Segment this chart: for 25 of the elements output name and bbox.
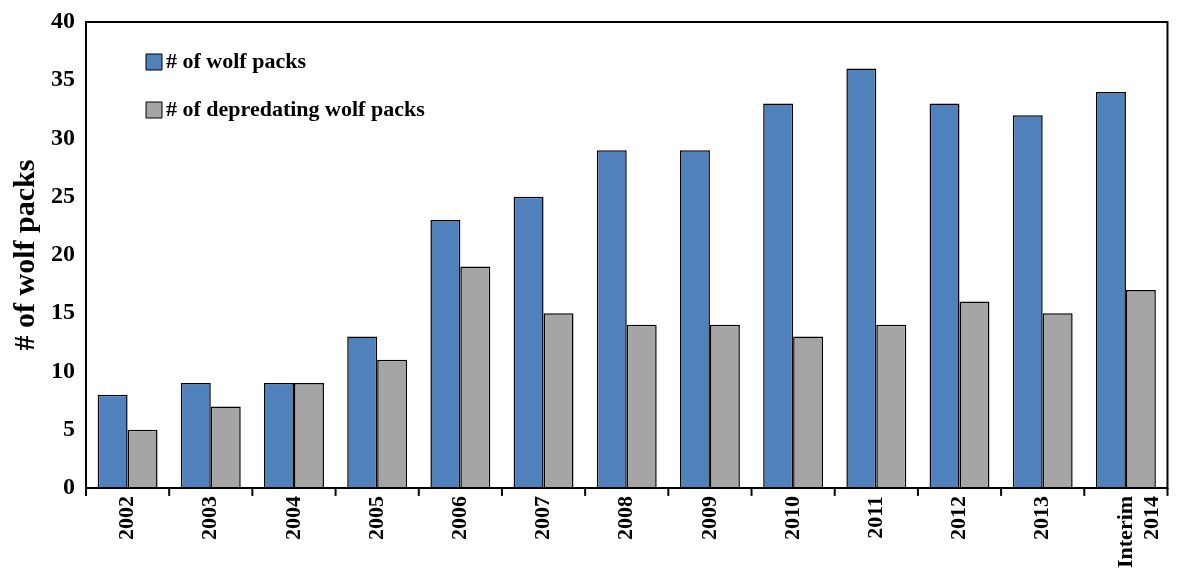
x-tick-label: 2012 — [945, 495, 971, 540]
x-tick-label: 2010 — [778, 495, 804, 540]
x-tick-label: 2005 — [362, 495, 388, 540]
y-tick-label: 30 — [51, 123, 75, 150]
y-tick-label: 0 — [63, 473, 75, 500]
legend-label: # of depredating wolf packs — [166, 95, 426, 121]
y-tick-label: 40 — [51, 7, 75, 34]
x-tick-label: 2011 — [862, 495, 888, 539]
y-tick-label: 10 — [51, 356, 75, 383]
x-tick-label: 2013 — [1028, 495, 1054, 540]
x-tick-label: 2008 — [612, 495, 638, 540]
y-axis-title: # of wolf packs — [6, 159, 40, 351]
x-tick-label: 2002 — [113, 495, 139, 540]
x-tick-label: 2006 — [446, 495, 472, 540]
y-tick-label: 5 — [63, 414, 75, 441]
y-tick-label: 25 — [51, 181, 75, 208]
legend-label: # of wolf packs — [166, 47, 307, 73]
y-tick-label: 35 — [51, 65, 75, 92]
x-tick-label: 2004 — [279, 495, 305, 540]
y-tick-label: 20 — [51, 240, 75, 267]
y-tick-label: 15 — [51, 298, 75, 325]
x-tick-label: 2009 — [695, 495, 721, 540]
x-tick-label: 2007 — [529, 495, 555, 540]
x-tick-label: 2003 — [196, 495, 222, 540]
x-tick-label: Interim 2014 — [1111, 495, 1163, 568]
